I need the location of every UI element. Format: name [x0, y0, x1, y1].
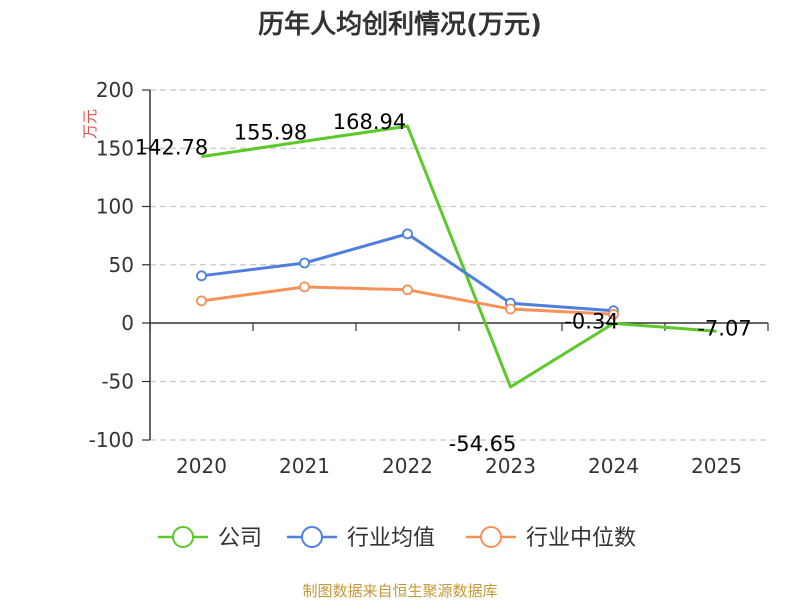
- y-tick-label: 0: [121, 311, 134, 335]
- series-2: [196, 281, 619, 320]
- data-label: 142.78: [135, 136, 208, 160]
- data-point[interactable]: [402, 228, 413, 240]
- legend-marker: [172, 526, 194, 548]
- legend-marker: [480, 526, 502, 548]
- data-point[interactable]: [299, 257, 310, 269]
- y-tick-label: 100: [96, 195, 134, 219]
- data-label: 155.98: [234, 120, 307, 144]
- source-caption: 制图数据来自恒生聚源数据库: [302, 582, 497, 600]
- legend-item-2[interactable]: 行业中位数: [466, 526, 636, 551]
- x-tick-label: 2024: [588, 454, 639, 478]
- x-tick-label: 2021: [279, 454, 330, 478]
- y-axis-label: 万元: [81, 109, 99, 139]
- data-label: -7.07: [697, 316, 751, 340]
- x-tick-label: 2022: [382, 454, 433, 478]
- y-tick-label: 200: [96, 78, 134, 102]
- legend-item-0[interactable]: 公司: [158, 526, 262, 551]
- y-tick-label: -50: [101, 370, 134, 394]
- legend[interactable]: 公司 行业均值 行业中位数: [158, 526, 636, 551]
- data-labels: 142.78 155.98 168.94 -54.65 -0.34 -7.07: [135, 110, 752, 456]
- data-point[interactable]: [299, 281, 310, 293]
- legend-marker: [301, 526, 323, 548]
- legend-label: 行业均值: [347, 526, 435, 551]
- legend-label: 行业中位数: [526, 526, 636, 551]
- data-label: 168.94: [333, 110, 406, 134]
- axes: 200 150 100 50 0 -50 -100 2020 2021 2022 2023 2024 2…: [89, 78, 769, 478]
- series-1: [196, 228, 619, 317]
- series-0: [201, 124, 717, 389]
- data-point[interactable]: [505, 303, 516, 315]
- data-point[interactable]: [196, 270, 207, 282]
- legend-item-1[interactable]: 行业均值: [287, 526, 435, 551]
- legend-label: 公司: [218, 526, 262, 551]
- series-line: [201, 232, 614, 313]
- x-tick-label: 2025: [691, 454, 742, 478]
- data-label: -0.34: [564, 309, 618, 333]
- data-label: -54.65: [449, 432, 517, 456]
- series-lines: [196, 124, 717, 389]
- x-tick-label: 2020: [176, 454, 227, 478]
- data-point[interactable]: [608, 308, 619, 320]
- x-tick-label: 2023: [485, 454, 536, 478]
- data-point[interactable]: [196, 295, 207, 307]
- y-tick-label: 150: [96, 136, 134, 160]
- data-point[interactable]: [402, 284, 413, 296]
- series-line: [201, 124, 717, 389]
- y-tick-label: -100: [89, 428, 134, 452]
- chart-title: 历年人均创利情况(万元): [258, 9, 542, 40]
- y-tick-label: 50: [109, 253, 134, 277]
